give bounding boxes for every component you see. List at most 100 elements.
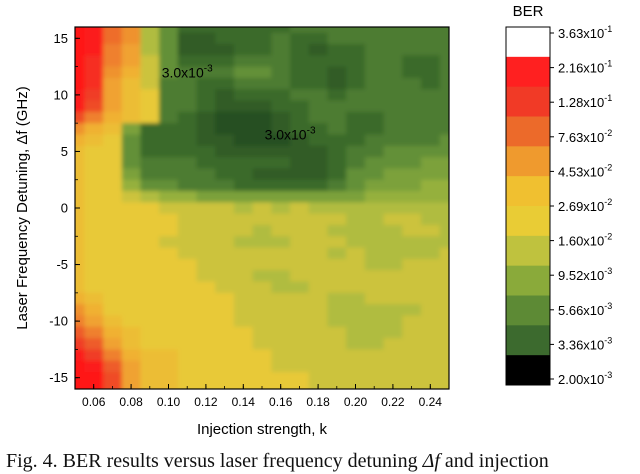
heatmap-cell [271,360,291,373]
heatmap-cell [439,383,449,389]
heatmap-cell [420,338,441,350]
heatmap-cell [439,43,449,56]
heatmap-cell [346,55,366,68]
heatmap-cell [75,383,85,389]
heatmap-cell [252,281,272,294]
heatmap-cell [121,100,142,113]
heatmap-cell [196,247,216,260]
heatmap-cell [271,157,291,169]
heatmap-cell [252,168,272,181]
heatmap-cell [140,292,160,305]
heatmap-cell [84,304,104,317]
heatmap-cell [420,123,441,136]
heatmap-cell [346,292,366,305]
y-tick-label: -5 [56,257,68,272]
heatmap-cell [364,224,385,237]
heatmap-cell [140,55,160,68]
heatmap-cell [75,134,85,147]
heatmap-cell [271,111,291,124]
heatmap-cell [233,27,254,34]
heatmap-cell [196,123,216,136]
heatmap-cell [196,100,216,113]
heatmap-cell [290,111,310,124]
heatmap-cell [252,27,272,34]
heatmap-cell [290,270,310,283]
heatmap-cell [75,123,85,136]
heatmap-cell [233,326,254,339]
heatmap-cell [327,168,347,181]
heatmap-cell [346,372,366,384]
heatmap-cell [420,315,441,328]
heatmap-cell [121,224,142,237]
heatmap-cell [177,224,198,237]
heatmap-cell [271,168,291,181]
colorbar-label: 1.60x10-2 [558,232,612,249]
x-axis-ticks: 0.06 0.08 0.10 0.12 0.14 0.16 0.18 0.20 0.22 0.24 [74,384,450,409]
heatmap-cell [290,55,310,68]
colorbar-block [506,27,550,58]
heatmap-cell [252,43,272,56]
heatmap-cell [196,111,216,124]
colorbar-label: 9.52x10-3 [558,266,612,283]
heatmap-cell [252,258,272,271]
heatmap-cell [75,111,85,124]
heatmap-cell [252,202,272,215]
heatmap-cell [84,258,104,271]
x-tick-label: 0.18 [306,395,330,409]
heatmap-cell [383,191,403,203]
heatmap-cell [140,32,160,45]
heatmap-cell [308,168,329,181]
heatmap-cell [346,315,366,328]
heatmap-cell [364,43,385,56]
heatmap-cell [103,27,123,34]
heatmap-cell [252,134,272,147]
heatmap-cell [420,202,441,215]
heatmap-cell [215,315,235,328]
heatmap-cell [402,315,422,328]
heatmap-cell [439,360,449,373]
heatmap-cell [233,258,254,271]
heatmap-cell [159,111,179,124]
heatmap-cell [271,191,291,203]
heatmap-cell [364,168,385,181]
x-tick-label: 0.14 [232,395,256,409]
heatmap-cell [308,66,329,79]
heatmap-cell [196,372,216,384]
heatmap-cell [159,338,179,350]
heatmap-cell [121,281,142,294]
heatmap-cell [103,349,123,362]
heatmap-cell [215,32,235,45]
heatmap-cell [308,134,329,147]
heatmap-cell [327,258,347,271]
colorbar-label: 2.69x10-2 [558,197,612,214]
heatmap-cell [383,100,403,113]
heatmap-cell [75,168,85,181]
heatmap-cell [75,179,85,192]
heatmap-cell [364,89,385,102]
heatmap-cell [327,157,347,169]
heatmap-cell [196,202,216,215]
colorbar-block [506,176,550,207]
heatmap-cell [439,89,449,102]
heatmap-cell [327,179,347,192]
heatmap-cell [439,55,449,68]
heatmap-cell [177,247,198,260]
heatmap-cell [290,281,310,294]
heatmap-cell [271,315,291,328]
heatmap-cell [233,236,254,249]
heatmap-cell [252,32,272,45]
heatmap-cell [439,111,449,124]
heatmap-cell [75,213,85,226]
heatmap-cell [327,236,347,249]
heatmap-cell [196,89,216,102]
heatmap-cell [383,315,403,328]
heatmap-cell [346,168,366,181]
heatmap-cell [177,134,198,147]
heatmap-cell [420,270,441,283]
heatmap-cell [121,77,142,90]
heatmap-cell [402,326,422,339]
heatmap-cell [290,191,310,203]
heatmap-cell [271,338,291,350]
heatmap-cell [233,43,254,56]
heatmap-cell [233,349,254,362]
